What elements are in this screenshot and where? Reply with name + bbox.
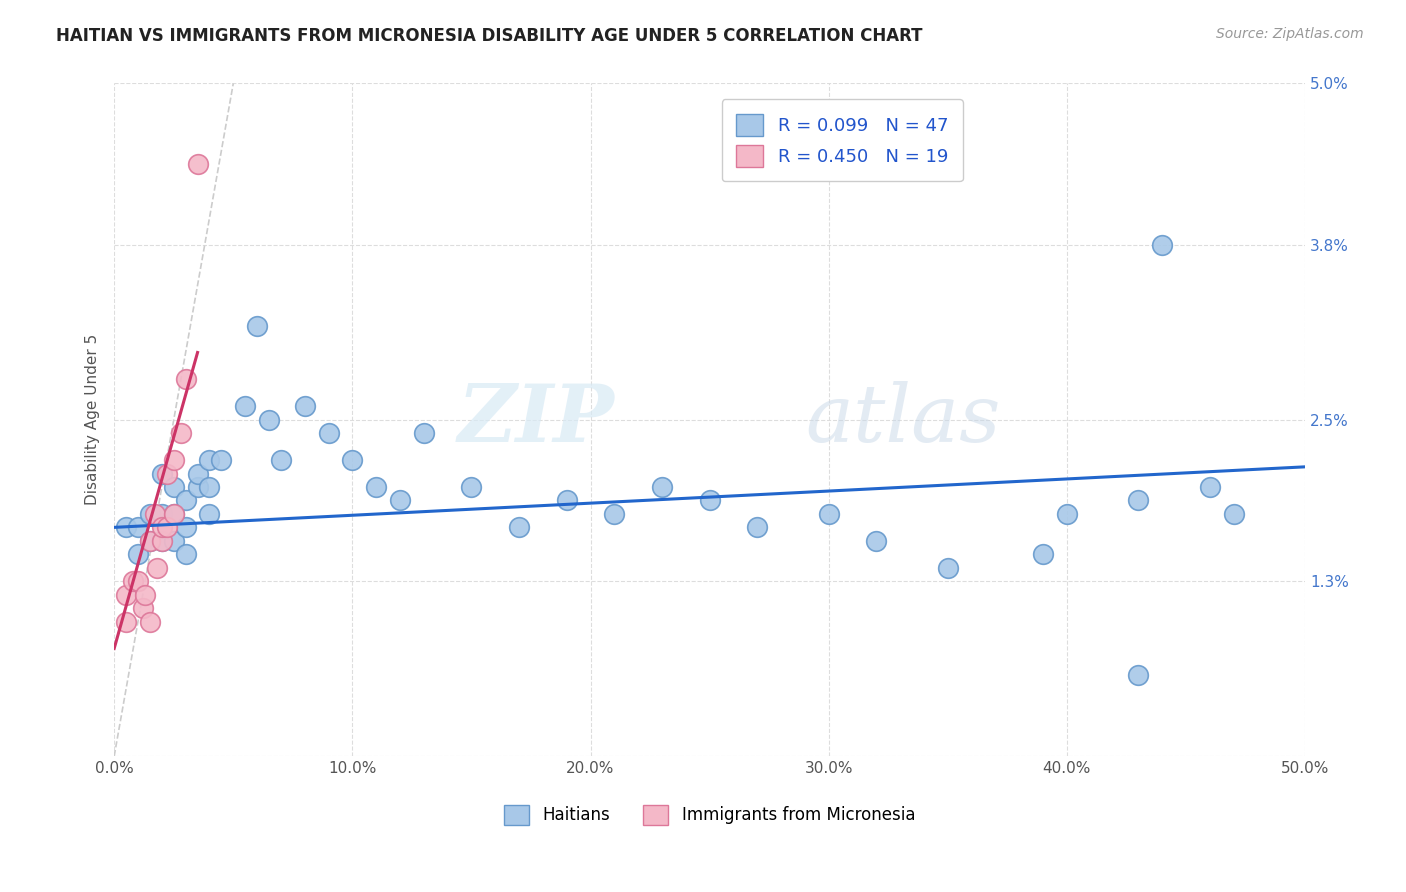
Point bbox=[127, 547, 149, 561]
Point bbox=[163, 507, 186, 521]
Point bbox=[817, 507, 839, 521]
Point bbox=[139, 533, 162, 548]
Point bbox=[1152, 238, 1174, 252]
Point bbox=[146, 560, 169, 574]
Point bbox=[651, 480, 673, 494]
Point bbox=[163, 507, 186, 521]
Point bbox=[150, 520, 173, 534]
Point bbox=[603, 507, 626, 521]
Point bbox=[1056, 507, 1078, 521]
Point bbox=[155, 520, 177, 534]
Point bbox=[163, 533, 186, 548]
Point bbox=[1198, 480, 1220, 494]
Point bbox=[150, 507, 173, 521]
Point bbox=[318, 426, 340, 441]
Text: HAITIAN VS IMMIGRANTS FROM MICRONESIA DISABILITY AGE UNDER 5 CORRELATION CHART: HAITIAN VS IMMIGRANTS FROM MICRONESIA DI… bbox=[56, 27, 922, 45]
Point bbox=[936, 560, 959, 574]
Point bbox=[127, 520, 149, 534]
Text: atlas: atlas bbox=[804, 381, 1000, 458]
Point bbox=[139, 533, 162, 548]
Point bbox=[170, 426, 193, 441]
Point bbox=[174, 520, 197, 534]
Point bbox=[1128, 668, 1150, 682]
Point bbox=[342, 453, 364, 467]
Point bbox=[366, 480, 388, 494]
Point bbox=[163, 453, 186, 467]
Point bbox=[174, 493, 197, 508]
Point bbox=[115, 588, 138, 602]
Point bbox=[1128, 493, 1150, 508]
Point bbox=[155, 467, 177, 481]
Point bbox=[139, 507, 162, 521]
Point bbox=[143, 507, 166, 521]
Point bbox=[187, 467, 209, 481]
Point bbox=[115, 615, 138, 629]
Point bbox=[127, 574, 149, 589]
Point bbox=[163, 480, 186, 494]
Text: ZIP: ZIP bbox=[457, 381, 614, 458]
Point bbox=[150, 467, 173, 481]
Point bbox=[460, 480, 482, 494]
Point bbox=[508, 520, 530, 534]
Point bbox=[174, 372, 197, 386]
Point bbox=[187, 480, 209, 494]
Point bbox=[150, 533, 173, 548]
Y-axis label: Disability Age Under 5: Disability Age Under 5 bbox=[86, 334, 100, 506]
Point bbox=[187, 157, 209, 171]
Point bbox=[555, 493, 578, 508]
Legend: Haitians, Immigrants from Micronesia: Haitians, Immigrants from Micronesia bbox=[498, 798, 922, 831]
Point bbox=[1222, 507, 1244, 521]
Point bbox=[699, 493, 721, 508]
Text: Source: ZipAtlas.com: Source: ZipAtlas.com bbox=[1216, 27, 1364, 41]
Point bbox=[257, 413, 280, 427]
Point bbox=[233, 399, 256, 413]
Point bbox=[139, 615, 162, 629]
Point bbox=[412, 426, 434, 441]
Point bbox=[198, 480, 221, 494]
Point bbox=[150, 533, 173, 548]
Point bbox=[122, 574, 145, 589]
Point bbox=[198, 453, 221, 467]
Point bbox=[270, 453, 292, 467]
Point bbox=[115, 520, 138, 534]
Point bbox=[246, 318, 269, 333]
Point bbox=[134, 588, 156, 602]
Point bbox=[209, 453, 232, 467]
Point bbox=[198, 507, 221, 521]
Point bbox=[1032, 547, 1054, 561]
Point bbox=[747, 520, 769, 534]
Point bbox=[388, 493, 411, 508]
Point bbox=[132, 601, 155, 615]
Point bbox=[174, 547, 197, 561]
Point bbox=[865, 533, 887, 548]
Point bbox=[294, 399, 316, 413]
